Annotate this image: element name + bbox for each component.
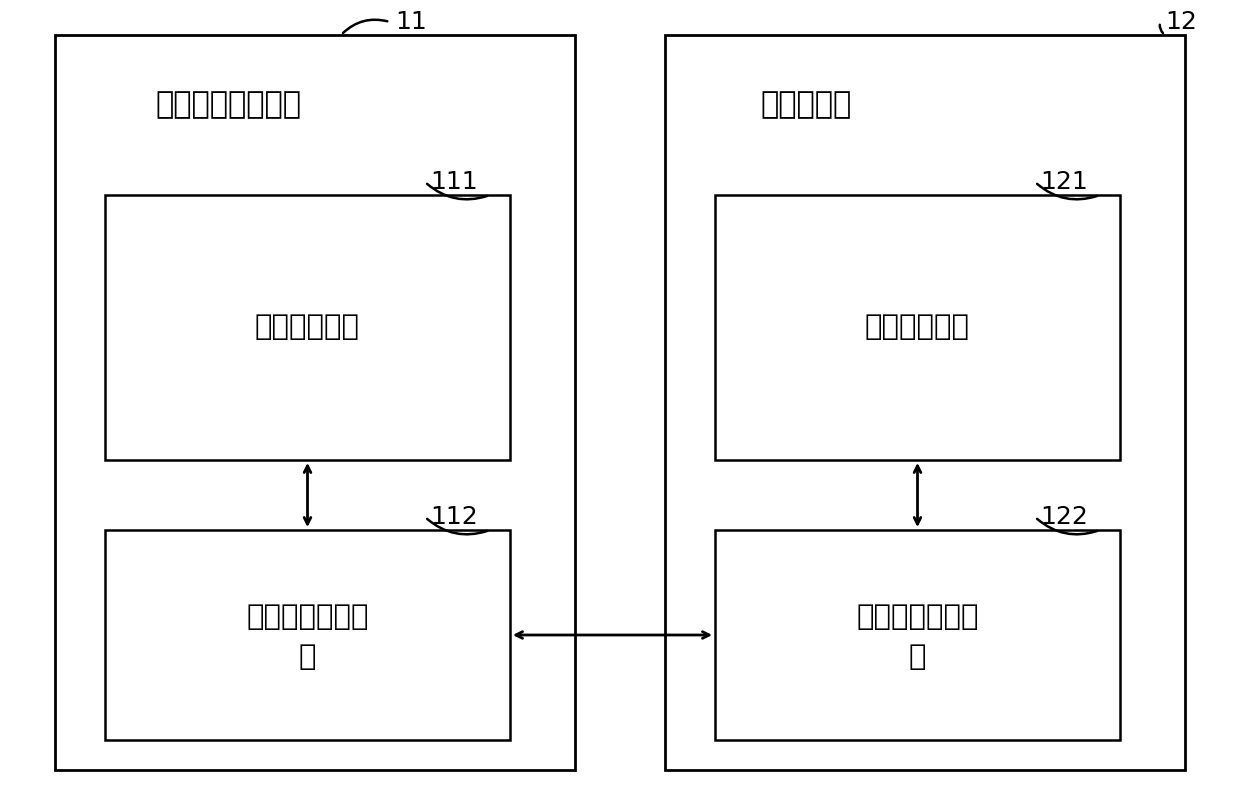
Bar: [715, 530, 1120, 740]
Bar: [105, 530, 510, 740]
Text: 块: 块: [909, 643, 926, 671]
Text: 换电控制模块: 换电控制模块: [255, 314, 360, 342]
Text: 块: 块: [299, 643, 316, 671]
Text: 12: 12: [1166, 10, 1197, 34]
Text: 电池箱系统: 电池箱系统: [760, 90, 851, 119]
Text: 122: 122: [1040, 505, 1087, 529]
Text: 111: 111: [430, 170, 477, 194]
Bar: [715, 195, 1120, 460]
Text: 电池控制模块: 电池控制模块: [866, 314, 970, 342]
Text: 11: 11: [396, 10, 427, 34]
Bar: [105, 195, 510, 460]
Text: 车辆换电控制系统: 车辆换电控制系统: [155, 90, 301, 119]
Bar: [55, 35, 575, 770]
Text: 第一数据传输模: 第一数据传输模: [247, 603, 368, 631]
Text: 112: 112: [430, 505, 477, 529]
Text: 第二数据传输模: 第二数据传输模: [857, 603, 978, 631]
Bar: [665, 35, 1185, 770]
Text: 121: 121: [1040, 170, 1087, 194]
